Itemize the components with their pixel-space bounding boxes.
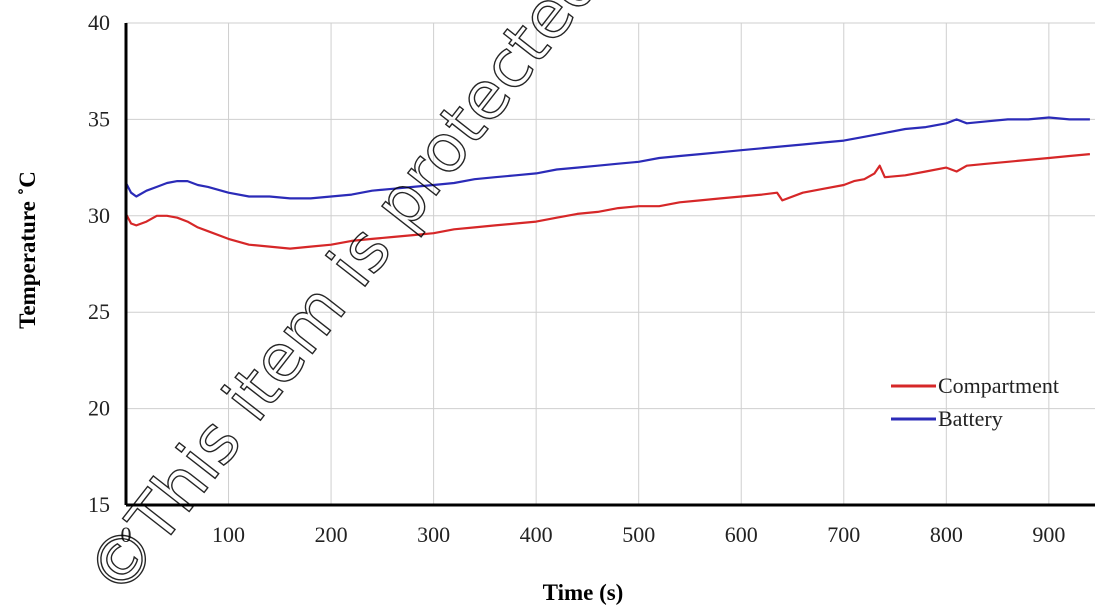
x-tick-label: 400	[520, 522, 553, 547]
y-tick-label: 40	[88, 10, 110, 35]
y-tick-label: 15	[88, 492, 110, 517]
grid-lines	[126, 22, 1095, 505]
x-axis-title: Time (s)	[543, 580, 624, 605]
tick-labels: 0 100 200 300 400 500 600 700 800 900 15 20 25 30 35 40	[88, 10, 1065, 547]
x-tick-label: 700	[827, 522, 860, 547]
copyright-watermark: ©This item is protected by original	[72, 0, 843, 609]
x-tick-label: 800	[930, 522, 963, 547]
x-tick-label: 500	[622, 522, 655, 547]
legend-label-battery: Battery	[938, 406, 1003, 431]
x-tick-label: 900	[1032, 522, 1065, 547]
x-tick-label: 100	[212, 522, 245, 547]
x-tick-label: 600	[725, 522, 758, 547]
series-lines	[125, 116, 1091, 250]
legend-label-compartment: Compartment	[938, 373, 1059, 398]
y-tick-label: 30	[88, 203, 110, 228]
legend: Compartment Battery	[891, 373, 1059, 431]
y-tick-label: 20	[88, 396, 110, 421]
x-tick-label: 200	[315, 522, 348, 547]
series-line-compartment	[125, 153, 1091, 250]
x-tick-label: 300	[417, 522, 450, 547]
series-line-battery	[125, 116, 1090, 200]
y-tick-label: 35	[88, 106, 110, 131]
y-tick-label: 25	[88, 299, 110, 324]
axes	[124, 23, 1095, 507]
y-axis-title: Temperature ˚C	[15, 171, 40, 329]
x-tick-label: 0	[121, 522, 132, 547]
